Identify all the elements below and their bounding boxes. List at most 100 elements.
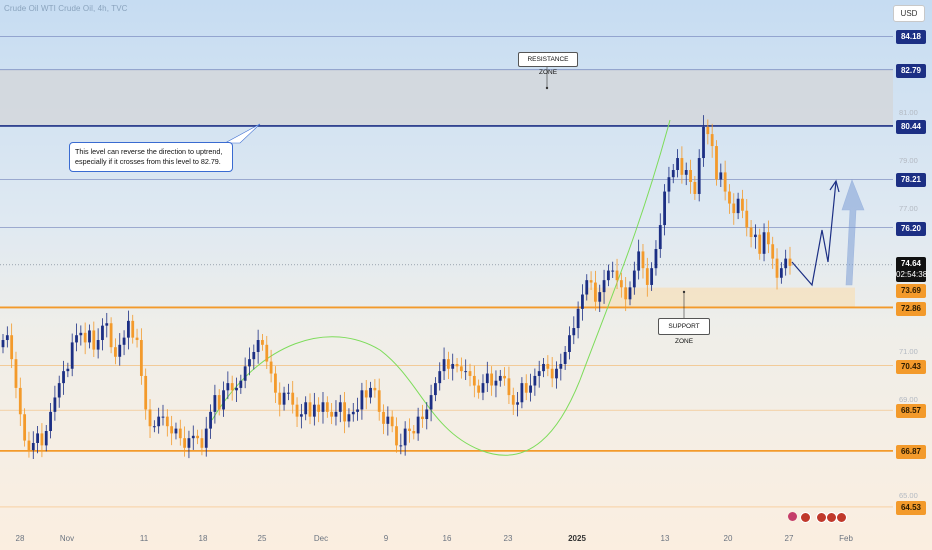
candle-body [779,268,783,278]
price-tag-84-18: 84.18 [896,30,926,44]
candle-body [611,270,615,272]
candle-body [619,280,623,288]
candle-body [459,366,463,372]
candle-body [36,433,39,443]
candle-body [170,426,174,434]
candle-body [325,402,329,412]
candle-body [105,323,109,326]
candle-body [589,280,593,283]
candle-body [511,395,515,405]
candle-body [131,320,135,338]
candle-body [5,335,9,341]
candle-body [585,280,589,295]
candle-body [222,390,225,410]
x-tick: 13 [660,534,670,543]
candle-body [148,409,152,427]
candle-body [442,359,446,372]
chart-title: Crude Oil WTI Crude Oil, 4h, TVC [4,4,128,13]
candle-body [213,395,217,412]
candle-body [395,426,398,446]
candle-body [83,332,87,343]
candle-body [265,344,269,362]
x-tick: 16 [442,534,452,543]
candle-body [775,258,779,278]
candle-body [118,344,122,357]
candle-body [533,375,537,386]
candle-body [563,351,567,364]
candle-body [165,416,169,427]
candle-body [762,232,766,254]
candle-body [386,416,390,424]
candle-body [390,416,394,427]
resistance-zone-label: RESISTANCE ZONE [518,52,578,76]
candle-body [70,342,74,369]
candle-body [321,402,325,412]
candle-body [555,368,558,379]
x-tick: Dec [313,534,329,543]
currency-button[interactable]: USD [893,5,925,22]
candle-body [650,268,654,285]
candle-body [550,368,554,379]
candle-body [784,258,788,269]
candle-body [788,258,792,266]
candle-body [269,361,273,374]
candle-body [235,387,238,391]
us-flag-icon[interactable] [836,512,847,523]
candle-body [516,402,519,405]
candle-body [741,198,744,211]
candle-body [92,330,96,350]
candle-body [347,414,351,422]
candle-body [27,440,31,451]
candle-body [425,409,429,420]
candle-body [446,359,450,369]
candle-body [697,158,701,194]
candle-body [766,232,770,245]
candle-body [96,340,100,350]
candle-body [468,371,472,376]
candle-body [581,294,584,309]
resistance-zone [0,69,893,126]
support-zone [585,287,855,308]
candle-body [658,225,662,250]
candle-body [308,402,312,417]
candle-body [546,363,550,369]
candle-body [101,325,104,341]
event-icon[interactable] [788,512,797,521]
candle-body [632,270,636,288]
us-flag-icon[interactable] [800,512,811,523]
price-tag-72-86: 72.86 [896,302,926,316]
x-tick: Nov [59,534,75,543]
candle-body [152,426,156,428]
candle-body [654,249,658,269]
candle-body [183,438,187,448]
candle-body [49,411,52,432]
candle-body [451,363,455,369]
candle-body [702,126,705,159]
candle-body [615,270,619,281]
candle-body [576,308,580,329]
candle-body [334,411,338,417]
candle-body [455,363,459,367]
candle-body [377,390,381,412]
candle-body [139,340,143,376]
candle-body [477,385,481,393]
candle-body [248,359,251,367]
x-tick: 9 [383,534,389,543]
axis-label: 81.00 [899,108,918,117]
candle-body [360,390,364,410]
candle-body [490,373,494,386]
support-zone-label: SUPPORT ZONE [658,318,710,345]
candle-body [520,383,524,403]
candle-body [299,414,303,417]
candle-body [230,383,234,391]
candle-body [529,385,532,393]
axis-label: 77.00 [899,204,918,213]
candle-body [684,170,688,175]
candle-body [330,411,334,417]
candle-body [645,268,649,285]
price-tag-73-69: 73.69 [896,284,926,298]
candle-body [472,375,476,386]
candle-body [204,428,208,448]
candle-body [200,438,204,448]
